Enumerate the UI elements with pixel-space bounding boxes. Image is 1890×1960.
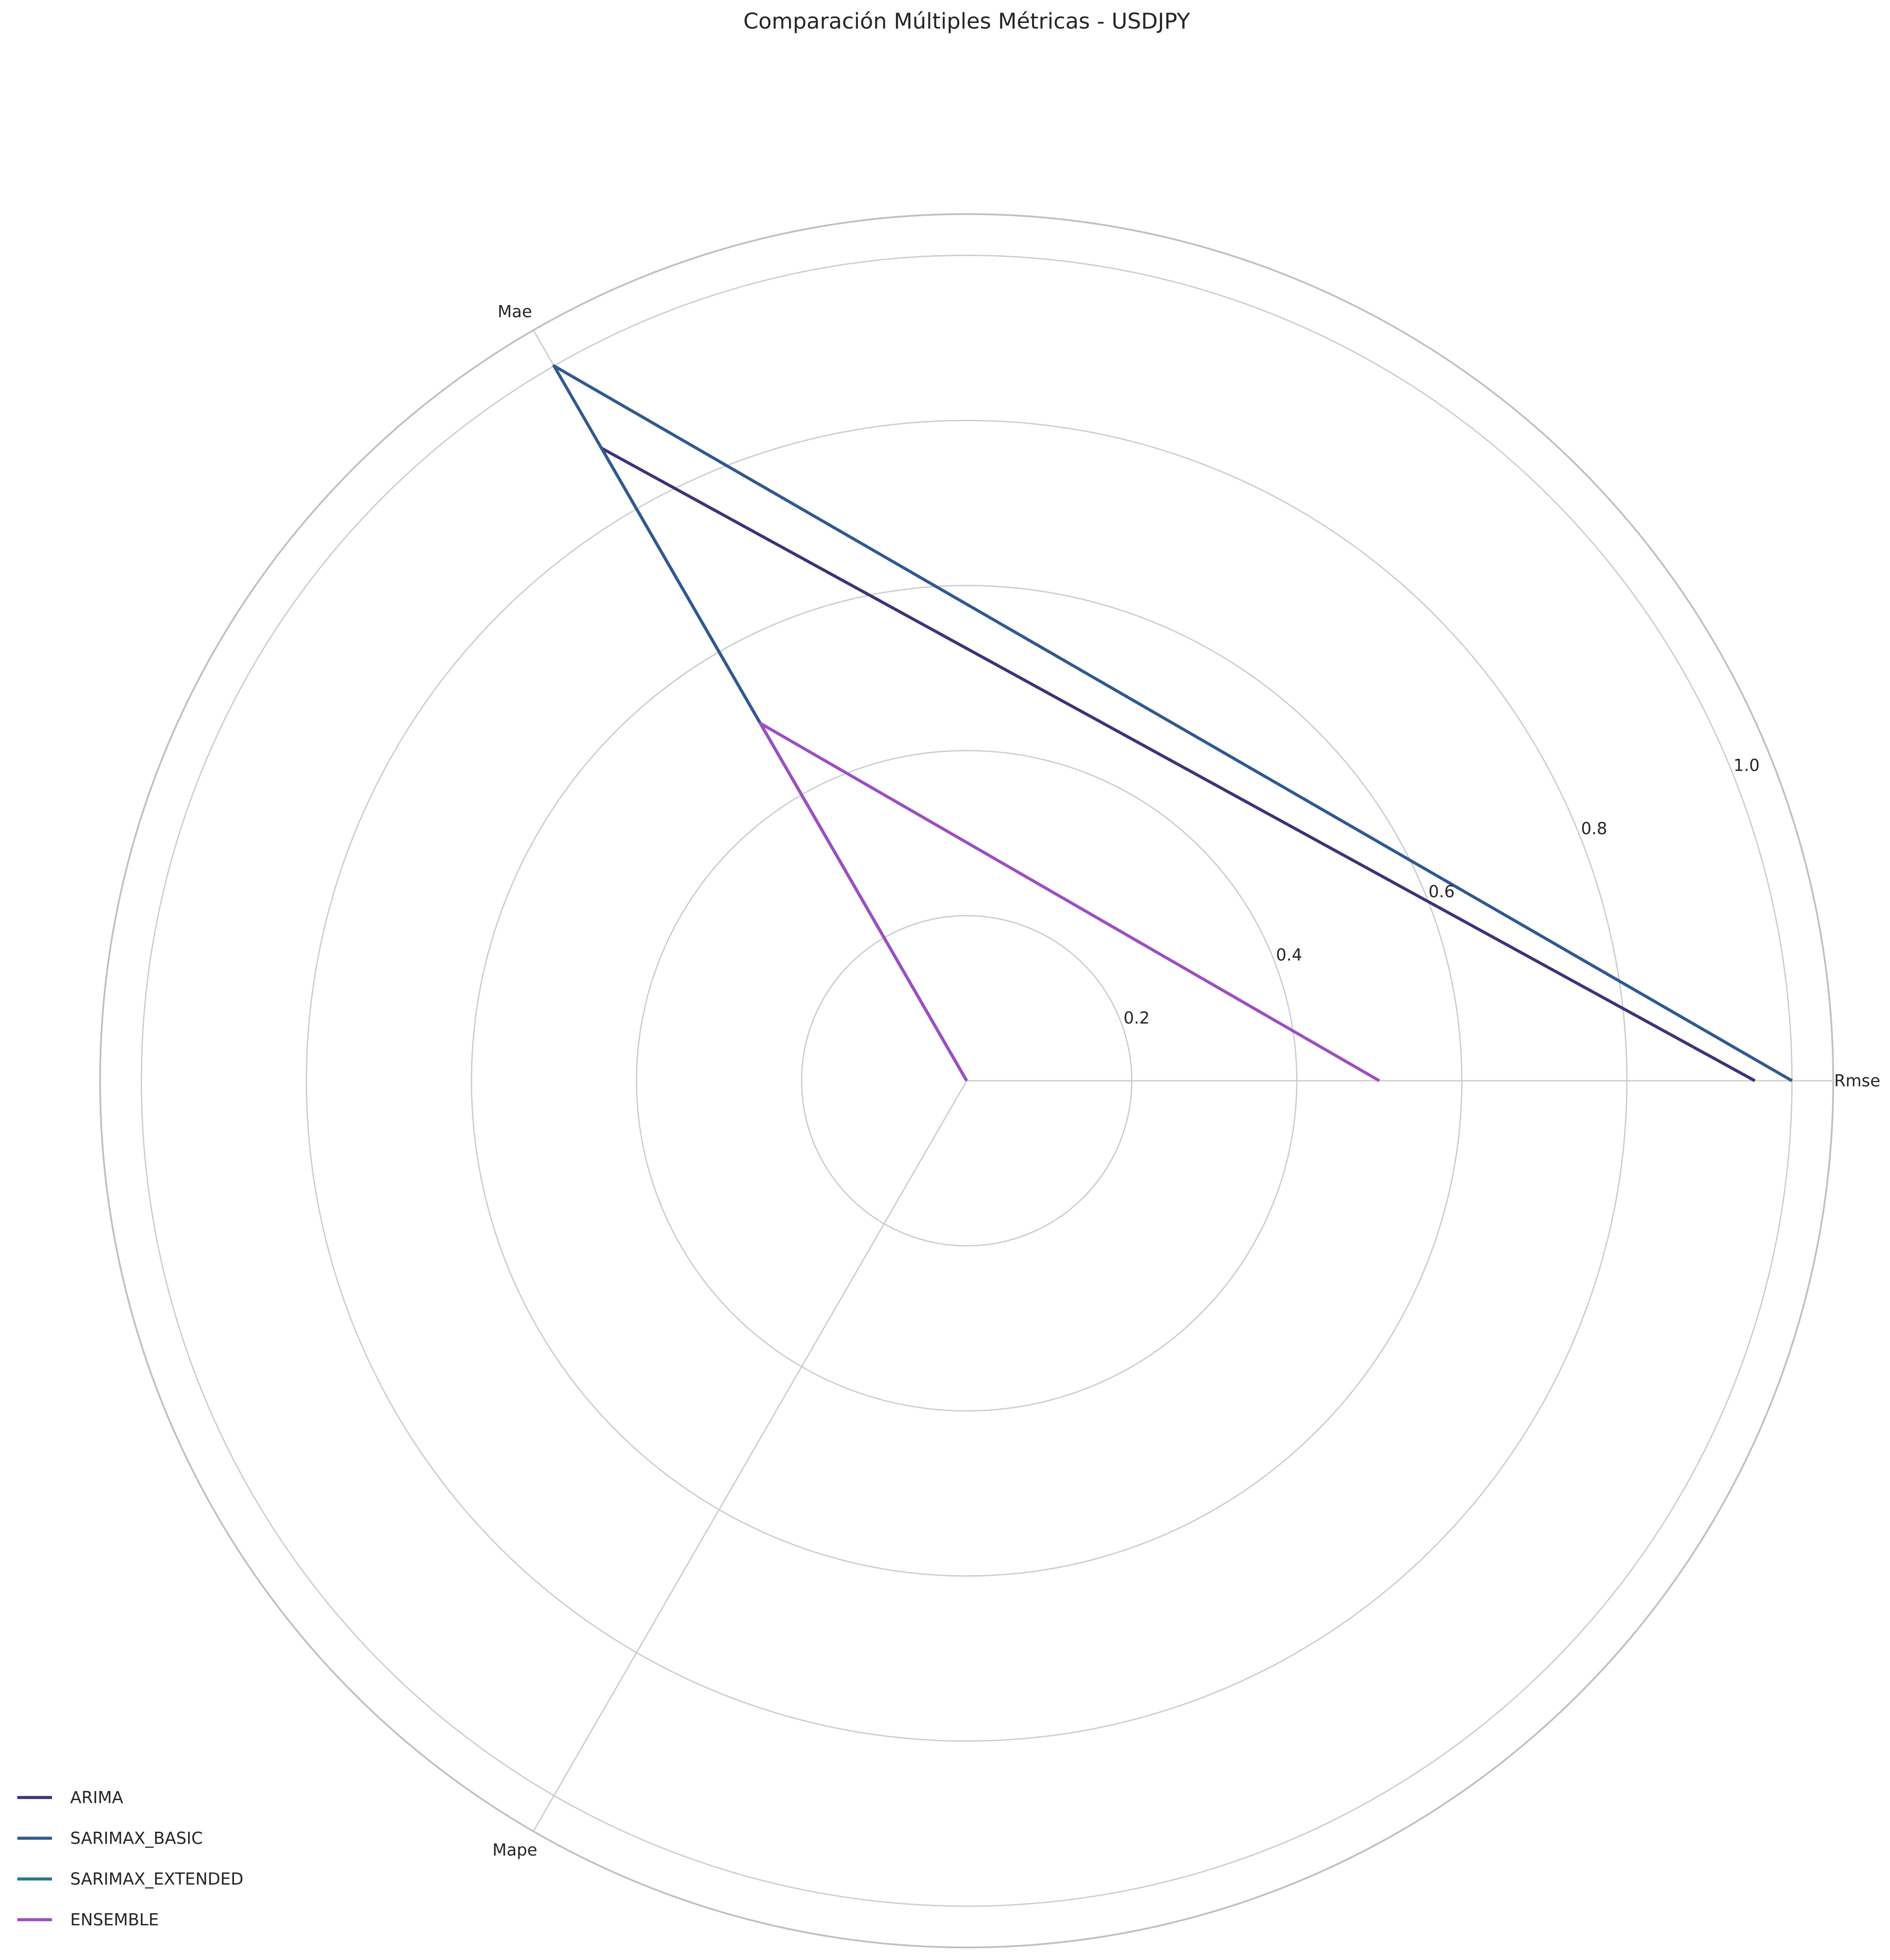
legend-label: SARIMAX_EXTENDED (70, 1869, 244, 1888)
legend-label: SARIMAX_BASIC (70, 1829, 203, 1848)
series-line-sarimax-basic (552, 364, 1793, 1082)
series-lines (552, 364, 1793, 1082)
legend-label: ARIMA (70, 1788, 123, 1807)
axis-label-rmse: Rmse (1834, 1071, 1880, 1090)
legend-item-sarimax-basic: SARIMAX_BASIC (17, 1829, 203, 1848)
axis-label-mape: Mape (492, 1840, 537, 1859)
radial-tick-0.2: 0.2 (1124, 1008, 1150, 1027)
axis-labels: Rmse Mae Mape (492, 302, 1880, 1859)
spoke-mape (533, 1080, 968, 1832)
radial-tick-1.0: 1.0 (1734, 756, 1760, 775)
radial-tick-0.6: 0.6 (1429, 882, 1455, 901)
axis-label-mae: Mae (498, 302, 532, 321)
legend-label: ENSEMBLE (70, 1910, 159, 1929)
legend-item-sarimax-extended: SARIMAX_EXTENDED (17, 1869, 244, 1888)
series-line-arima (600, 446, 1756, 1082)
radial-tick-0.4: 0.4 (1276, 945, 1302, 964)
legend: ARIMA SARIMAX_BASIC SARIMAX_EXTENDED ENSEMB… (17, 1788, 244, 1929)
radial-tick-0.8: 0.8 (1581, 819, 1607, 838)
chart-title: Comparación Múltiples Métricas - USDJPY (743, 9, 1190, 34)
legend-item-arima: ARIMA (17, 1788, 123, 1807)
legend-item-ensemble: ENSEMBLE (17, 1910, 159, 1929)
radial-tick-labels: 0.2 0.4 0.6 0.8 1.0 (1124, 756, 1760, 1027)
series-line-ensemble (759, 722, 1380, 1082)
